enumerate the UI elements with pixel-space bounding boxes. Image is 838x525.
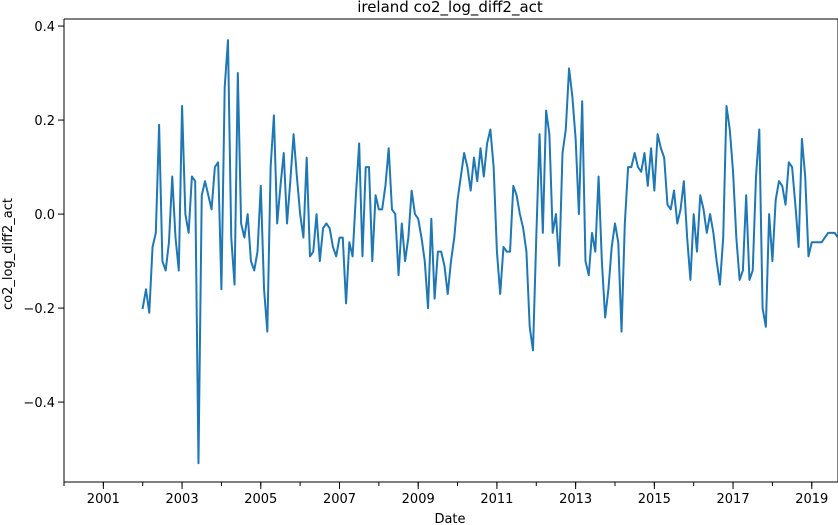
x-tick-label: 2011 (480, 492, 513, 507)
chart-title: ireland co2_log_diff2_act (357, 0, 543, 17)
y-tick-label: 0.0 (34, 208, 55, 223)
y-tick-label: −0.2 (23, 302, 55, 317)
x-axis-label: Date (434, 512, 465, 525)
y-axis-label: co2_log_diff2_act (1, 198, 16, 310)
x-axis: 2001 2003 2005 2007 2009 2011 2013 2015 2017 2019 (63, 482, 828, 507)
x-tick-label: 2001 (87, 492, 120, 507)
y-tick-label: −0.4 (23, 396, 55, 411)
y-axis: −0.4 −0.2 0.0 0.2 0.4 (23, 20, 64, 411)
x-tick-label: 2019 (795, 492, 828, 507)
x-tick-label: 2017 (717, 492, 750, 507)
x-tick-label: 2005 (244, 492, 277, 507)
x-tick-label: 2009 (402, 492, 435, 507)
x-tick-label: 2003 (166, 492, 199, 507)
y-tick-label: 0.2 (34, 114, 55, 129)
series-layer (141, 39, 838, 465)
x-tick-label: 2007 (323, 492, 356, 507)
x-tick-label: 2013 (559, 492, 592, 507)
axes-frame (63, 18, 838, 483)
x-tick-label: 2015 (638, 492, 671, 507)
series-line (141, 39, 838, 465)
y-tick-label: 0.4 (34, 20, 55, 35)
